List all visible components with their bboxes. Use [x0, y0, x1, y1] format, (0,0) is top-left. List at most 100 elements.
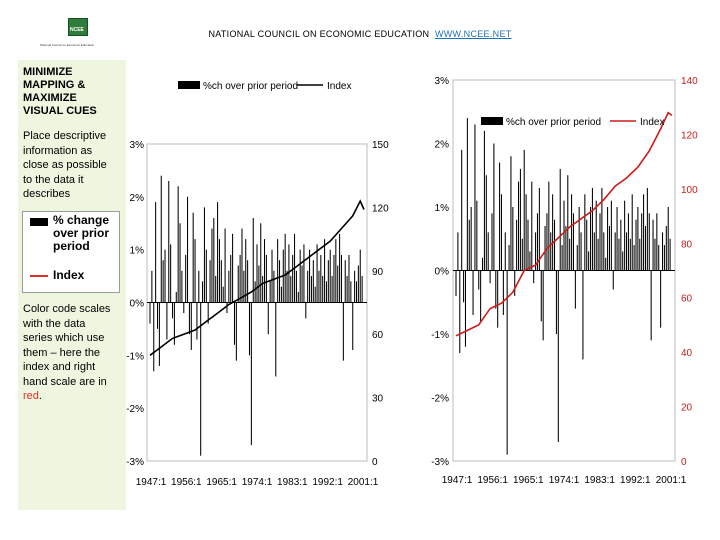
- chart1-bar: [325, 281, 327, 303]
- chart2-bar: [572, 213, 574, 271]
- chart1-bar: [220, 260, 222, 303]
- chart1-bar: [348, 254, 350, 303]
- chart1-bar: [344, 260, 346, 303]
- chart2-bar: [595, 200, 597, 271]
- chart2-right-tick-label: 80: [681, 239, 693, 250]
- chart1-x-tick-label: 1974:1: [242, 477, 273, 488]
- chart1-bar: [275, 302, 277, 377]
- chart2-bar: [506, 270, 508, 455]
- chart2-bar: [482, 257, 484, 271]
- header-link[interactable]: WWW.NCEE.NET: [434, 29, 512, 39]
- legend-line-swatch: [30, 275, 48, 277]
- chart2-bar: [646, 187, 648, 271]
- chart1-bar: [320, 254, 322, 303]
- chart2-bar: [620, 219, 622, 271]
- chart1-bar: [357, 265, 359, 303]
- chart1-bar: [267, 302, 269, 335]
- chart2-bar: [463, 270, 465, 303]
- chart1-bar: [279, 260, 281, 303]
- chart1-bar: [316, 244, 318, 303]
- chart2-bar: [652, 219, 654, 271]
- sidebar-title-line: VISUAL CUES: [23, 105, 97, 117]
- chart2-bar: [497, 270, 499, 328]
- chart2-bar: [660, 270, 662, 328]
- chart2-bar: [656, 213, 658, 271]
- chart2-bar: [643, 194, 645, 271]
- chart2-bar: [550, 232, 552, 271]
- chart1-bar: [209, 260, 211, 303]
- chart1-bar: [309, 249, 311, 303]
- chart1-bar: [200, 302, 202, 456]
- chart2-x-tick-label: 1947:1: [442, 475, 473, 486]
- chart2-bar: [514, 270, 516, 296]
- chart1-bar: [213, 217, 215, 303]
- chart2-bar: [495, 270, 497, 309]
- chart1-right-tick-label: 90: [372, 267, 384, 278]
- chart1-bar: [280, 286, 282, 303]
- sidebar-color-line: hand scale are in: [23, 375, 107, 388]
- chart1-bar: [271, 249, 273, 303]
- chart2-bar: [455, 270, 457, 296]
- chart1-bar: [273, 270, 275, 303]
- chart2-bar: [580, 232, 582, 271]
- chart2-bar: [493, 143, 495, 271]
- sidebar-legend: [22, 211, 120, 293]
- chart1-bar: [173, 302, 175, 345]
- chart2-bar: [665, 226, 667, 271]
- chart1-legend-bar-swatch: [178, 81, 200, 89]
- sidebar-color-line: Color code scales: [23, 303, 111, 315]
- chart1-bar: [292, 254, 294, 303]
- chart1-x-tick-label: 1965:1: [206, 477, 237, 488]
- chart1-right-tick-label: 0: [372, 457, 378, 468]
- chart2-bar: [608, 226, 610, 271]
- chart2-bar: [578, 207, 580, 271]
- chart1-left-tick-label: 0%: [130, 299, 145, 310]
- chart2-bar: [557, 270, 559, 442]
- chart1-bar: [222, 286, 224, 303]
- chart1-bar: [185, 254, 187, 303]
- chart1-bar: [160, 175, 162, 303]
- chart2-bar: [512, 207, 514, 271]
- ncee-logo-tagline: National Council on Economic Education: [40, 43, 95, 47]
- chart1-bar: [241, 228, 243, 303]
- chart2-bar: [546, 213, 548, 271]
- chart1-bar: [290, 276, 292, 303]
- chart2-right-tick-label: 120: [681, 130, 698, 141]
- chart1-bar: [215, 276, 217, 303]
- chart1-bar: [179, 223, 181, 303]
- chart1-bar: [350, 281, 352, 303]
- chart1-bar: [149, 302, 151, 324]
- chart1-bar: [205, 249, 207, 303]
- chart1-bar: [239, 254, 241, 303]
- chart1-bar: [337, 265, 339, 303]
- chart2-bar: [667, 207, 669, 271]
- chart2-x-tick-label: 1974:1: [549, 475, 580, 486]
- chart2-bar: [468, 219, 470, 271]
- chart2-bar: [464, 270, 466, 347]
- chart2-bar: [635, 219, 637, 271]
- chart2-bar: [588, 251, 590, 271]
- chart2-x-tick-label: 1992:1: [620, 475, 651, 486]
- chart2-bar: [610, 200, 612, 271]
- chart1-bar: [295, 270, 297, 303]
- chart1-bar: [331, 276, 333, 303]
- chart2-bar: [563, 200, 565, 271]
- chart1-bar: [187, 196, 189, 303]
- chart2-bar: [476, 200, 478, 271]
- chart2-bar: [591, 187, 593, 271]
- chart1-bar: [228, 270, 230, 303]
- chart2-bar: [616, 207, 618, 271]
- chart1-bar: [346, 276, 348, 303]
- header-title: NATIONAL COUNCIL ON ECONOMIC EDUCATION: [208, 29, 430, 39]
- chart2-bar: [529, 251, 531, 271]
- chart2-bar: [480, 270, 482, 322]
- chart2-bar: [644, 226, 646, 271]
- chart2-bar: [491, 213, 493, 271]
- chart2-x-tick-label: 2001:1: [656, 475, 687, 486]
- sidebar-color-line: them – here the: [23, 346, 101, 359]
- chart1-x-tick-label: 1983:1: [277, 477, 308, 488]
- chart2-bar: [669, 238, 671, 271]
- chart2-bar: [478, 270, 480, 290]
- chart2-bar: [487, 232, 489, 271]
